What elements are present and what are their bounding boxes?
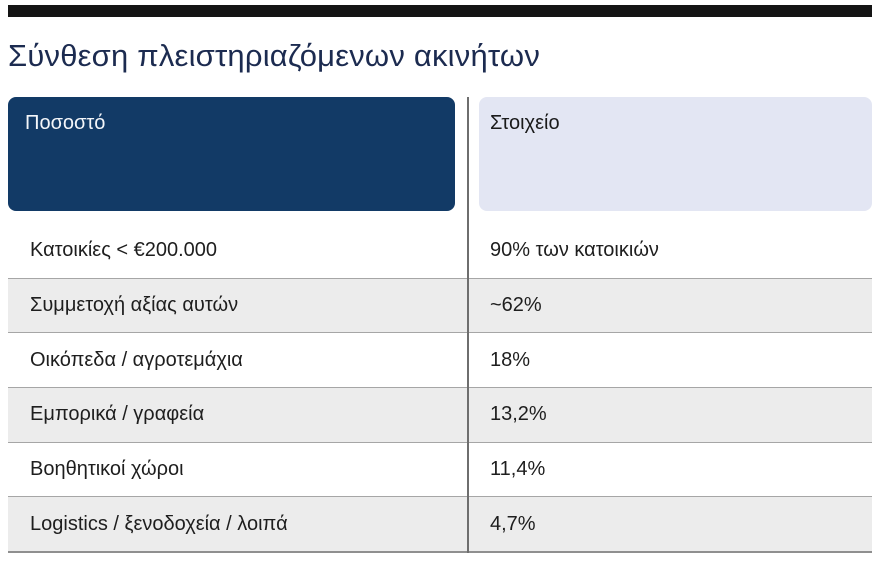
row-label: Βοηθητικοί χώροι <box>30 458 184 481</box>
column-header-percent: Ποσοστό <box>8 97 455 211</box>
row-label: Κατοικίες < €200.000 <box>30 239 218 262</box>
page-title: Σύνθεση πλειστηριαζόμενων ακινήτων <box>8 38 541 73</box>
row-value: 13,2% <box>490 403 547 426</box>
row-label: Logistics / ξενοδοχεία / λοιπά <box>30 512 288 535</box>
column-header-percent-label: Ποσοστό <box>25 112 106 134</box>
row-value: ~62% <box>490 294 542 316</box>
column-header-value-label: Στοιχείο <box>490 112 560 134</box>
row-label: Εμπορικά / γραφεία <box>30 403 205 426</box>
row-label: Συμμετοχή αξίας αυτών <box>30 294 239 316</box>
row-value: 90% των κατοικιών <box>490 239 659 262</box>
table-row: Οικόπεδα / αγροτεμάχια 18% <box>8 333 872 388</box>
table-row: Εμπορικά / γραφεία 13,2% <box>8 387 872 443</box>
row-value: 11,4% <box>490 458 546 481</box>
column-header-value: Στοιχείο <box>479 97 872 211</box>
table-body: Κατοικίες < €200.000 90% των κατοικιών Σ… <box>8 224 872 553</box>
table-row: Συμμετοχή αξίας αυτών ~62% <box>8 277 872 334</box>
table-row: Logistics / ξενοδοχεία / λοιπά 4,7% <box>8 496 872 552</box>
column-divider <box>467 97 469 553</box>
table-row: Κατοικίες < €200.000 90% των κατοικιών <box>8 224 872 278</box>
table-row: Βοηθητικοί χώροι 11,4% <box>8 442 872 497</box>
row-label: Οικόπεδα / αγροτεμάχια <box>30 348 243 371</box>
row-value: 4,7% <box>490 512 536 535</box>
top-accent-bar <box>8 5 872 17</box>
row-value: 18% <box>490 348 531 371</box>
